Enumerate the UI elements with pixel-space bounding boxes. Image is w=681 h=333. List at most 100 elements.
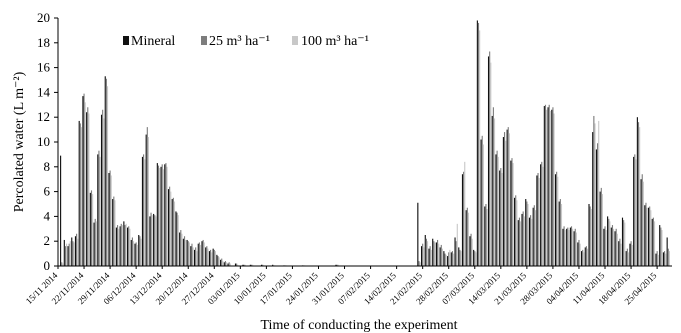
bar-mineral	[134, 243, 136, 266]
bar-25	[87, 107, 89, 266]
bar-100	[170, 191, 172, 266]
bar-mineral	[450, 252, 452, 266]
bar-25	[645, 202, 647, 266]
bar-25	[548, 104, 550, 266]
bar-mineral	[502, 137, 504, 266]
bar-25	[113, 196, 115, 266]
bar-100	[665, 253, 667, 266]
bar-25	[559, 199, 561, 266]
bar-100	[252, 264, 254, 266]
bar-25	[649, 206, 651, 266]
bar-100	[449, 249, 451, 266]
bar-25	[481, 135, 483, 266]
bar-25	[667, 248, 669, 266]
bar-25	[64, 246, 67, 266]
bar-100	[508, 133, 510, 266]
bar-25	[262, 264, 264, 266]
bar-25	[556, 171, 558, 266]
bar-25	[652, 217, 654, 266]
bar-25	[507, 127, 509, 267]
bar-25	[526, 201, 528, 266]
bar-25	[492, 107, 494, 266]
bar-100	[605, 230, 607, 266]
bar-mineral	[547, 107, 549, 266]
bar-mineral	[193, 249, 196, 266]
bar-100	[616, 233, 618, 266]
bar-25	[589, 206, 591, 266]
bar-100	[196, 251, 198, 266]
bar-mineral	[249, 264, 251, 266]
bar-mineral	[164, 164, 166, 266]
bar-mineral	[499, 170, 501, 266]
bar-25	[503, 132, 506, 266]
bar-mineral	[100, 114, 103, 266]
bar-mineral	[234, 263, 237, 266]
bar-25	[660, 227, 662, 266]
bar-100	[453, 253, 455, 266]
bar-mineral	[651, 218, 653, 266]
bar-mineral	[473, 249, 475, 266]
bar-100	[642, 181, 644, 266]
bar-mineral	[227, 263, 229, 266]
bar-mineral	[506, 129, 508, 266]
bar-mineral	[424, 235, 426, 266]
bar-25	[611, 225, 614, 266]
bar-25	[169, 186, 171, 266]
y-tick-label: 12	[37, 109, 50, 124]
bar-mineral	[201, 241, 203, 266]
bar-25	[567, 227, 569, 266]
bar-100	[646, 207, 648, 266]
bar-100	[475, 252, 477, 266]
legend-swatch-mineral	[123, 36, 129, 45]
bar-25	[131, 237, 133, 266]
bar-mineral	[551, 109, 553, 266]
bar-100	[631, 244, 633, 266]
bar-mineral	[540, 164, 542, 266]
bar-mineral	[476, 20, 478, 267]
bar-25	[183, 236, 186, 266]
bar-100	[185, 239, 187, 266]
bar-100	[114, 200, 116, 266]
bar-25	[530, 215, 532, 266]
bar-100	[464, 161, 466, 266]
bar-100	[549, 111, 551, 266]
bar-25	[124, 225, 126, 266]
bar-100	[62, 263, 64, 266]
bar-mineral	[119, 226, 121, 266]
bar-mineral	[432, 238, 434, 266]
bar-100	[613, 228, 615, 266]
bar-mineral	[182, 238, 184, 266]
bar-100	[84, 102, 86, 266]
bar-mineral	[595, 149, 598, 266]
bar-25	[83, 93, 85, 266]
bar-100	[586, 248, 589, 266]
bar-mineral	[127, 227, 129, 266]
bar-25	[105, 78, 107, 266]
bar-25	[634, 154, 636, 266]
bar-mineral	[636, 117, 638, 266]
bar-100	[553, 113, 555, 266]
bar-25	[459, 249, 461, 266]
bar-mineral	[554, 174, 557, 266]
bar-25	[72, 241, 74, 266]
bar-25	[210, 249, 212, 266]
x-axis-title: Time of conducting the experiment	[261, 318, 458, 333]
legend-item-100: 100 m³ ha⁻¹	[292, 34, 369, 49]
bar-mineral	[447, 256, 449, 266]
bar-mineral	[581, 251, 583, 266]
bar-mineral	[603, 228, 605, 266]
bar-mineral	[223, 262, 225, 266]
bar-25	[433, 241, 435, 266]
bar-25	[180, 230, 182, 266]
bar-mineral	[517, 220, 519, 266]
bar-25	[191, 243, 193, 266]
bar-mineral	[104, 76, 106, 266]
bar-mineral	[566, 228, 568, 266]
bar-25	[429, 246, 431, 266]
bar-mineral	[487, 56, 490, 266]
bar-100	[88, 113, 90, 266]
bar-25	[422, 243, 424, 266]
bar-100	[479, 30, 481, 267]
bar-mineral	[93, 222, 95, 266]
bar-25	[641, 174, 643, 266]
